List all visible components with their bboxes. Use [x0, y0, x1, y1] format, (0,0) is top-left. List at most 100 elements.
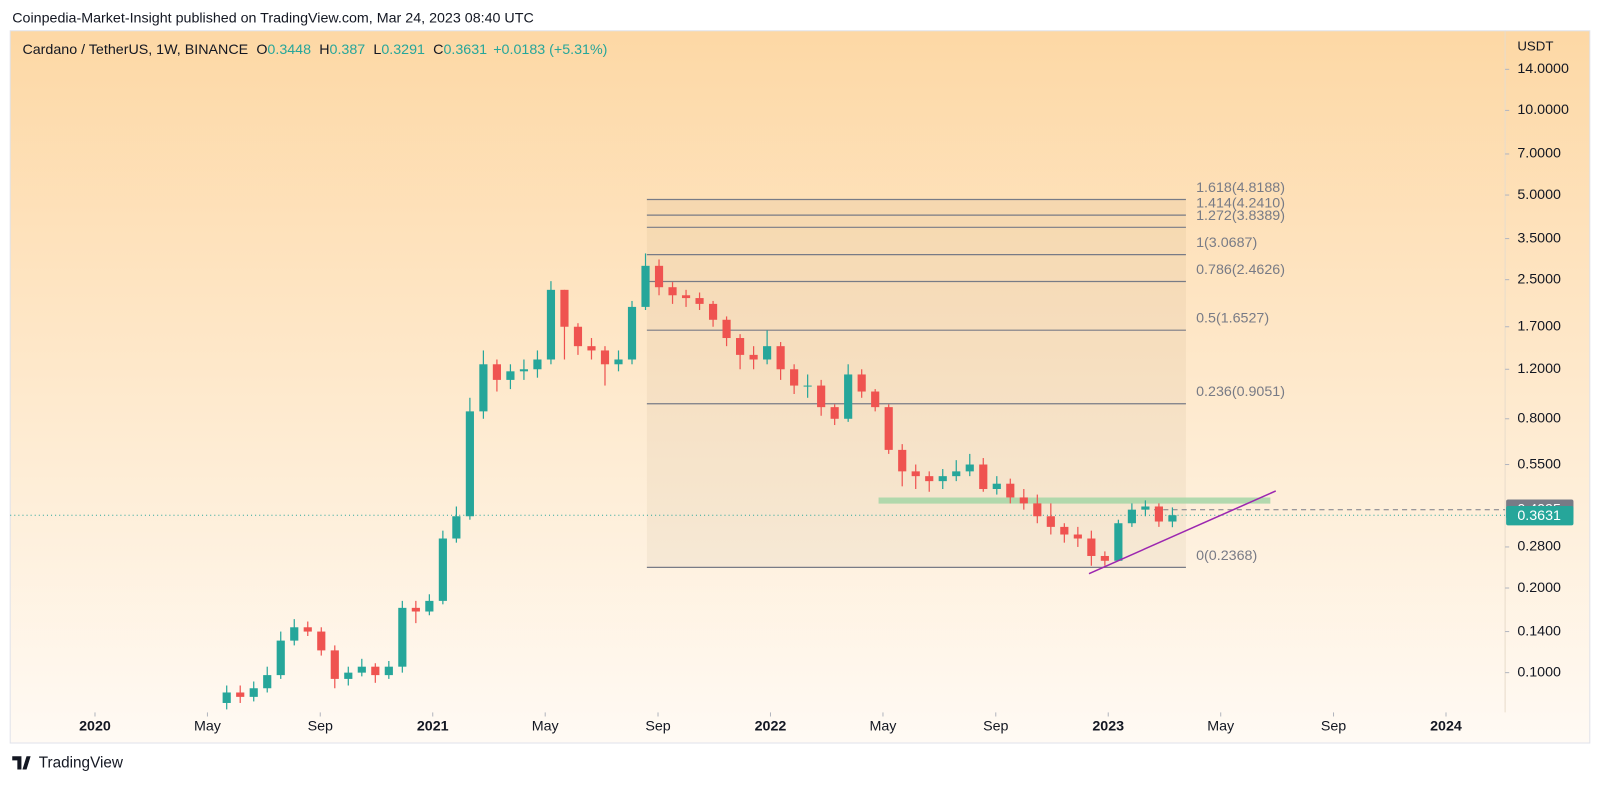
candle-body — [560, 289, 569, 327]
candle-body — [817, 385, 826, 408]
candle-body — [627, 306, 637, 360]
y-tick-label: 0.1400 — [1517, 623, 1561, 639]
fib-label: 1.414(4.2410) — [1196, 196, 1285, 212]
y-tick-label: 0.1000 — [1517, 664, 1561, 680]
trendline — [1088, 490, 1277, 575]
footer-brand: TradingView — [39, 754, 124, 771]
legend-ohlc-value: 0.3291 — [381, 42, 425, 58]
candle-body — [425, 600, 434, 612]
candle-body — [222, 692, 231, 703]
candle-body — [263, 675, 272, 689]
candle-body — [411, 607, 420, 612]
candle-body — [749, 354, 758, 360]
candle-body — [573, 326, 583, 347]
candle-body — [830, 407, 839, 419]
candle-body — [317, 631, 326, 651]
candle-body — [1046, 516, 1055, 527]
candle-body — [938, 476, 947, 482]
candle-body — [925, 476, 934, 482]
logo-mark — [12, 756, 31, 770]
candle-body — [641, 265, 650, 307]
y-tick-label: 10.0000 — [1517, 102, 1569, 118]
y-tick-label: 0.2000 — [1517, 580, 1561, 596]
candle-body — [465, 411, 474, 517]
candle-body — [979, 464, 988, 490]
candle-body — [479, 364, 488, 412]
candle-body — [1100, 555, 1109, 561]
y-tick-label: 3.5000 — [1517, 230, 1561, 246]
candle-body — [600, 350, 610, 365]
candle-body — [884, 407, 893, 450]
candle-body — [1127, 509, 1136, 524]
legend-ohlc-value: 0.3448 — [267, 42, 311, 58]
candle-body — [1154, 506, 1163, 522]
fib-label: 1.618(4.8188) — [1196, 180, 1285, 196]
candle-body — [614, 359, 623, 365]
candle-body — [1019, 497, 1028, 504]
candle-body — [992, 483, 1001, 490]
fib-label: 0.5(1.6527) — [1196, 311, 1269, 327]
legend-change: +0.0183 (+5.31%) — [493, 42, 607, 58]
y-tick-label: 14.0000 — [1517, 61, 1569, 77]
legend-ohlc-letter: L — [373, 42, 381, 58]
legend-ohlc-value: 0.3631 — [443, 42, 487, 58]
x-tick-label: Sep — [1321, 718, 1346, 734]
candle-body — [1073, 534, 1082, 539]
candle-body — [871, 391, 880, 408]
candle-body — [344, 672, 353, 679]
y-tick-label: 2.5000 — [1517, 271, 1561, 287]
x-tick-label: May — [532, 718, 560, 734]
fib-label: 1(3.0687) — [1196, 235, 1257, 251]
x-tick-label: 2021 — [417, 718, 449, 734]
last-price-tag — [1506, 506, 1574, 526]
candle-body — [1033, 503, 1042, 517]
candle-body — [452, 516, 461, 539]
legend-ohlc-letter: C — [433, 42, 443, 58]
candle-body — [1114, 523, 1123, 561]
x-tick-label: 2023 — [1092, 718, 1124, 734]
fib-zone — [646, 199, 1186, 568]
candle-body — [236, 692, 245, 697]
candle-body — [736, 338, 745, 355]
candle-body — [654, 265, 664, 288]
candle-body — [546, 289, 556, 360]
legend-ohlc-value: 0.387 — [330, 42, 366, 58]
candle-body — [398, 607, 407, 667]
candle-body — [506, 371, 515, 380]
candle-body — [790, 369, 799, 386]
legend-title: Cardano / TetherUS, 1W, BINANCE — [22, 42, 248, 58]
x-tick-label: 2024 — [1430, 718, 1462, 734]
candle-body — [357, 666, 366, 673]
candle-body — [330, 650, 339, 679]
legend-text: Cardano / TetherUS, 1W, BINANCE O0.3448 H0… — [22, 42, 607, 58]
candle-body — [668, 287, 677, 296]
candle-body — [681, 295, 691, 299]
candle-body — [898, 449, 907, 472]
candle-body — [438, 538, 447, 601]
y-tick-label: 1.7000 — [1517, 319, 1561, 335]
fib-label: 0.236(0.9051) — [1196, 384, 1285, 400]
x-tick-label: Sep — [645, 718, 670, 734]
candle-body — [763, 346, 772, 360]
fib-label: 0.786(2.4626) — [1196, 262, 1285, 278]
candle-body — [965, 464, 974, 472]
candle-body — [371, 666, 380, 676]
x-tick-label: May — [1207, 718, 1235, 734]
candle-body — [708, 303, 718, 320]
x-tick-label: May — [869, 718, 897, 734]
candle-body — [1006, 483, 1015, 498]
legend: Cardano / TetherUS, 1W, BINANCE O0.3448 H0… — [22, 42, 607, 58]
x-tick-label: 2022 — [755, 718, 787, 734]
y-tick-label: 7.0000 — [1517, 146, 1561, 162]
candle-body — [911, 471, 920, 477]
candle-body — [276, 640, 285, 676]
candle-body — [695, 298, 704, 304]
candle-body — [722, 319, 731, 339]
x-tick-label: Sep — [983, 718, 1008, 734]
candle-body — [857, 374, 866, 392]
candle-body — [492, 364, 501, 380]
y-tick-label: 0.2800 — [1517, 539, 1561, 555]
x-tick-label: Sep — [308, 718, 333, 734]
candle-body — [776, 346, 785, 370]
